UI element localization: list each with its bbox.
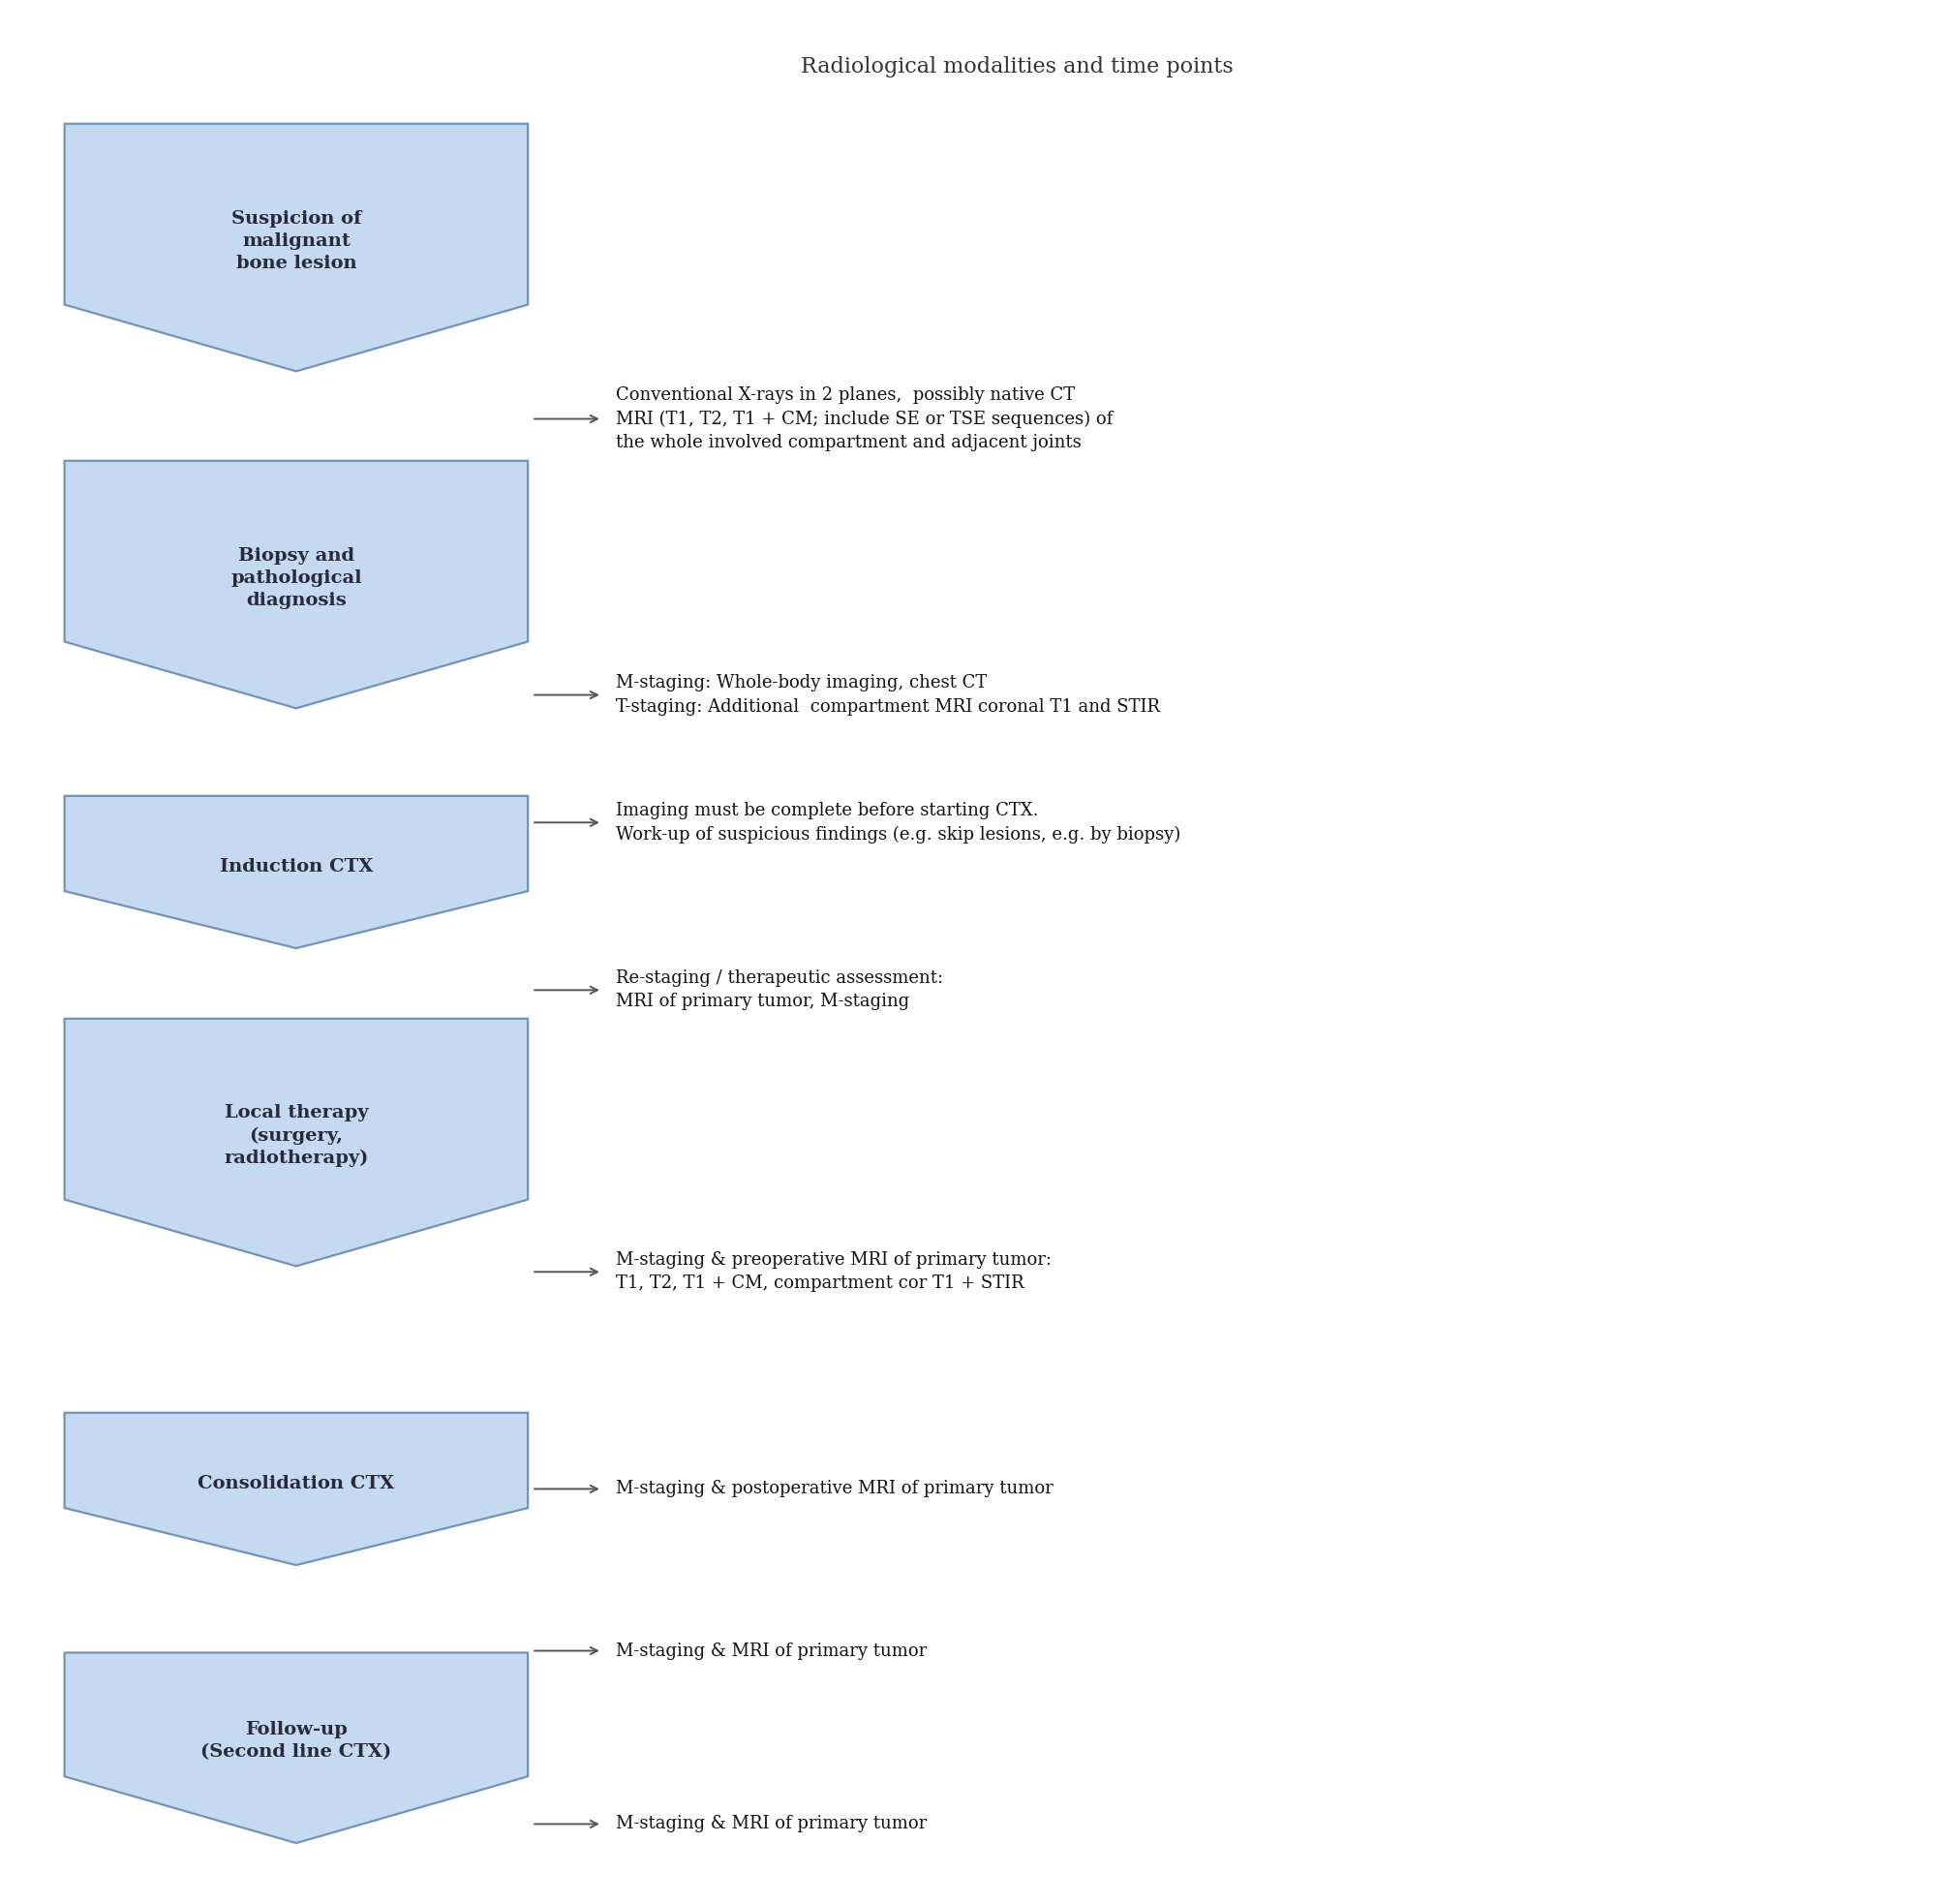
Text: M-staging & MRI of primary tumor: M-staging & MRI of primary tumor [616,1815,927,1834]
Text: Biopsy and
pathological
diagnosis: Biopsy and pathological diagnosis [231,546,362,609]
Text: Conventional X-rays in 2 planes,  possibly native CT
MRI (T1, T2, T1 + CM; inclu: Conventional X-rays in 2 planes, possibl… [616,387,1112,451]
Polygon shape [65,1019,528,1266]
Polygon shape [65,461,528,708]
Text: Re-staging / therapeutic assessment:
MRI of primary tumor, M-staging: Re-staging / therapeutic assessment: MRI… [616,969,942,1011]
Text: M-staging & preoperative MRI of primary tumor:
T1, T2, T1 + CM, compartment cor : M-staging & preoperative MRI of primary … [616,1251,1052,1293]
Polygon shape [65,1653,528,1843]
Text: Imaging must be complete before starting CTX.
Work-up of suspicious findings (e.: Imaging must be complete before starting… [616,802,1181,843]
Text: Consolidation CTX: Consolidation CTX [197,1474,395,1493]
Text: M-staging & MRI of primary tumor: M-staging & MRI of primary tumor [616,1641,927,1660]
Polygon shape [65,124,528,371]
Text: Induction CTX: Induction CTX [219,857,373,876]
Polygon shape [65,1413,528,1565]
Text: Follow-up
(Second line CTX): Follow-up (Second line CTX) [201,1721,391,1761]
Text: M-staging & postoperative MRI of primary tumor: M-staging & postoperative MRI of primary… [616,1479,1054,1498]
Polygon shape [65,796,528,948]
Text: Suspicion of
malignant
bone lesion: Suspicion of malignant bone lesion [231,209,362,272]
Text: M-staging: Whole-body imaging, chest CT
T-staging: Additional  compartment MRI c: M-staging: Whole-body imaging, chest CT … [616,674,1159,716]
Text: Radiological modalities and time points: Radiological modalities and time points [800,55,1234,78]
Text: Local therapy
(surgery,
radiotherapy): Local therapy (surgery, radiotherapy) [225,1104,368,1167]
